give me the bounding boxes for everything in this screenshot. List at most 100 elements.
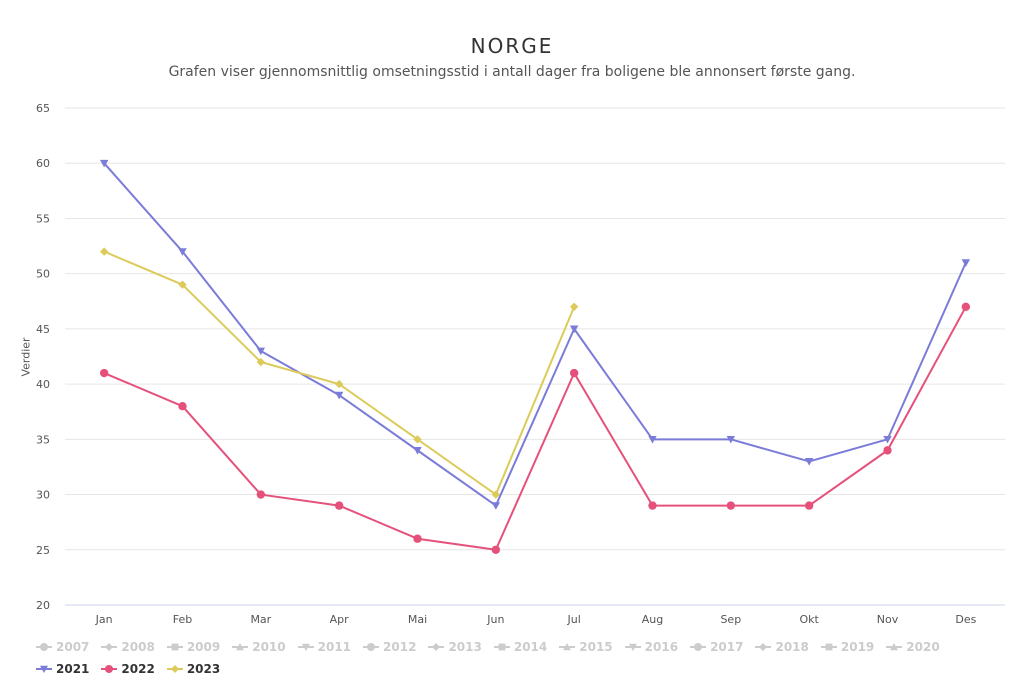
legend-marker[interactable] [759,643,768,651]
data-point-2022[interactable] [648,501,657,510]
legend-marker[interactable] [367,643,376,651]
data-point-2023[interactable] [569,302,579,311]
legend-item-2007[interactable]: 2007 [36,640,89,654]
data-point-2022[interactable] [961,302,971,311]
data-point-2022[interactable] [491,545,501,554]
legend-label: 2009 [186,640,221,654]
legend-item-2020[interactable]: 2020 [886,640,940,654]
data-point-2021[interactable] [334,391,344,400]
data-point-2021[interactable] [99,159,109,168]
legend-label: 2023 [186,662,221,676]
data-point-2021[interactable] [883,435,892,444]
x-tick-label: Mai [408,613,427,626]
legend-marker[interactable] [170,665,179,673]
chart-subtitle: Grafen viser gjennomsnittlig omsetningss… [168,64,856,80]
series-lines [99,159,971,554]
legend-symbol [428,643,445,651]
y-tick-label: 55 [36,212,50,225]
data-point-2023[interactable] [256,357,266,367]
data-point-2023[interactable] [334,379,344,389]
data-point-2022[interactable] [569,368,579,378]
data-point-2022[interactable] [256,490,266,499]
legend-item-2013[interactable]: 2013 [428,640,482,654]
legend-item-2014[interactable]: 2014 [493,640,548,654]
legend-marker[interactable] [171,643,179,651]
legend-symbol [166,665,183,673]
legend-marker[interactable] [694,643,703,651]
legend-label: 2022 [121,662,155,676]
x-tick-label: Jul [567,613,581,626]
legend-marker[interactable] [890,643,899,651]
data-point-2022[interactable] [178,402,187,411]
legend-marker[interactable] [825,643,833,651]
legend-label: 2011 [317,640,352,654]
legend-symbol [624,643,641,651]
x-tick-label: Sep [720,613,741,626]
x-tick-labels: Jan Feb Mar Apr Mai Jun Jul Aug Sep Okt Nov Des [95,613,977,626]
legend-label: 2014 [513,640,548,654]
data-point-2021[interactable] [256,347,266,356]
legend-item-2015[interactable]: 2015 [559,640,613,654]
legend-item-2008[interactable]: 2008 [101,640,155,654]
x-tick-label: Des [955,613,976,626]
y-tick-label: 25 [36,544,50,557]
legend-symbol [755,643,772,651]
legend-marker[interactable] [236,643,245,651]
legend-item-2018[interactable]: 2018 [755,640,809,654]
legend-symbol [297,643,314,651]
data-point-2021[interactable] [726,435,736,444]
legend-item-2023[interactable]: 2023 [166,662,221,676]
legend-marker[interactable] [105,665,114,673]
legend-marker[interactable] [301,643,310,651]
data-point-2021[interactable] [804,458,814,466]
legend-item-2010[interactable]: 2010 [232,640,286,654]
data-point-2022[interactable] [99,368,109,378]
data-point-2023[interactable] [491,490,501,499]
data-point-2023[interactable] [99,247,109,256]
legend-symbol [36,643,52,651]
legend-marker[interactable] [40,643,48,651]
legend-marker[interactable] [498,643,506,651]
data-point-2022[interactable] [883,446,892,455]
y-tick-label: 30 [36,489,50,502]
legend-item-2016[interactable]: 2016 [624,640,679,654]
data-point-2023[interactable] [413,435,422,444]
legend-label: 2013 [448,640,482,654]
legend-marker[interactable] [40,665,48,673]
legend-marker[interactable] [105,643,114,651]
legend-label: 2019 [840,640,875,654]
data-point-2022[interactable] [726,501,736,510]
legend-label: 2016 [644,640,679,654]
data-point-2021[interactable] [178,248,187,256]
legend-item-2017[interactable]: 2017 [690,640,743,654]
legend-marker[interactable] [432,643,441,651]
data-point-2021[interactable] [491,502,501,510]
data-point-2021[interactable] [961,259,971,267]
legend-item-2019[interactable]: 2019 [820,640,875,654]
grid-lines [65,107,1005,606]
data-point-2022[interactable] [804,501,814,510]
legend-item-2009[interactable]: 2009 [166,640,221,654]
data-point-2021[interactable] [569,325,579,334]
series-line-2021 [103,162,967,507]
data-point-2021[interactable] [648,435,657,444]
series-line-2022 [103,306,967,551]
chart-title: NORGE [470,34,554,58]
legend-item-2022[interactable]: 2022 [101,662,155,676]
x-tick-label: Aug [642,613,663,626]
data-point-2023[interactable] [178,280,187,289]
legend-marker[interactable] [628,643,637,651]
legend-item-2012[interactable]: 2012 [363,640,416,654]
y-tick-label: 45 [36,323,50,336]
y-tick-label: 65 [36,102,50,115]
legend-item-2011[interactable]: 2011 [297,640,352,654]
data-point-2022[interactable] [334,501,344,510]
chart-legend: 2007 2008 2009 2010 2011 2012 2013 2014 2015 2016… [36,640,1016,676]
series-2023 [99,247,579,499]
series-2022 [99,302,971,554]
legend-marker[interactable] [563,643,572,651]
legend-item-2021[interactable]: 2021 [36,662,89,676]
legend-symbol [166,643,183,651]
data-point-2022[interactable] [413,534,422,543]
data-point-2021[interactable] [413,447,422,455]
